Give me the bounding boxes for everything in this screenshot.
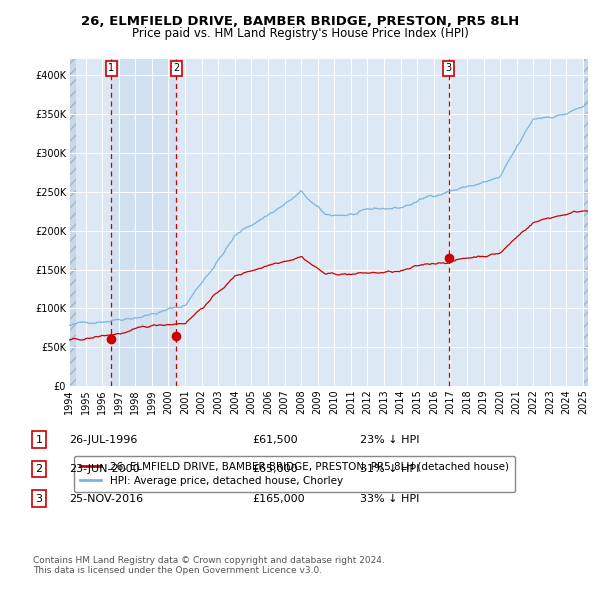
- Text: 2: 2: [35, 464, 43, 474]
- Text: 25-NOV-2016: 25-NOV-2016: [69, 494, 143, 503]
- Text: Price paid vs. HM Land Registry's House Price Index (HPI): Price paid vs. HM Land Registry's House …: [131, 27, 469, 40]
- Bar: [69, 59, 76, 386]
- Text: 3: 3: [35, 494, 43, 503]
- Text: 2: 2: [173, 63, 179, 73]
- Text: £61,500: £61,500: [252, 435, 298, 444]
- Bar: [112, 59, 176, 386]
- Legend: 26, ELMFIELD DRIVE, BAMBER BRIDGE, PRESTON, PR5 8LH (detached house), HPI: Avera: 26, ELMFIELD DRIVE, BAMBER BRIDGE, PREST…: [74, 455, 515, 492]
- Text: 23-JUN-2000: 23-JUN-2000: [69, 464, 140, 474]
- Text: 26-JUL-1996: 26-JUL-1996: [69, 435, 137, 444]
- Text: 23% ↓ HPI: 23% ↓ HPI: [360, 435, 419, 444]
- Text: 33% ↓ HPI: 33% ↓ HPI: [360, 494, 419, 503]
- Bar: [583, 59, 592, 386]
- Text: £65,000: £65,000: [252, 464, 298, 474]
- Text: 26, ELMFIELD DRIVE, BAMBER BRIDGE, PRESTON, PR5 8LH: 26, ELMFIELD DRIVE, BAMBER BRIDGE, PREST…: [81, 15, 519, 28]
- Text: 1: 1: [35, 435, 43, 444]
- Text: Contains HM Land Registry data © Crown copyright and database right 2024.
This d: Contains HM Land Registry data © Crown c…: [33, 556, 385, 575]
- Text: 3: 3: [446, 63, 452, 73]
- Text: 1: 1: [109, 63, 115, 73]
- Text: 31% ↓ HPI: 31% ↓ HPI: [360, 464, 419, 474]
- Text: £165,000: £165,000: [252, 494, 305, 503]
